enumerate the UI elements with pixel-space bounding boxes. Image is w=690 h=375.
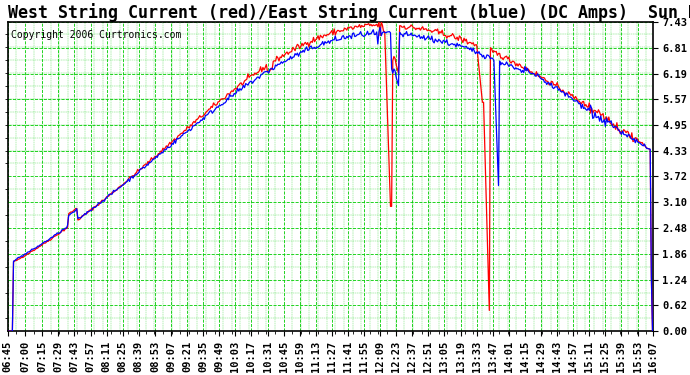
Text: West String Current (red)/East String Current (blue) (DC Amps)  Sun Nov 19 16:27: West String Current (red)/East String Cu… — [8, 3, 690, 22]
Text: Copyright 2006 Curtronics.com: Copyright 2006 Curtronics.com — [11, 30, 181, 40]
